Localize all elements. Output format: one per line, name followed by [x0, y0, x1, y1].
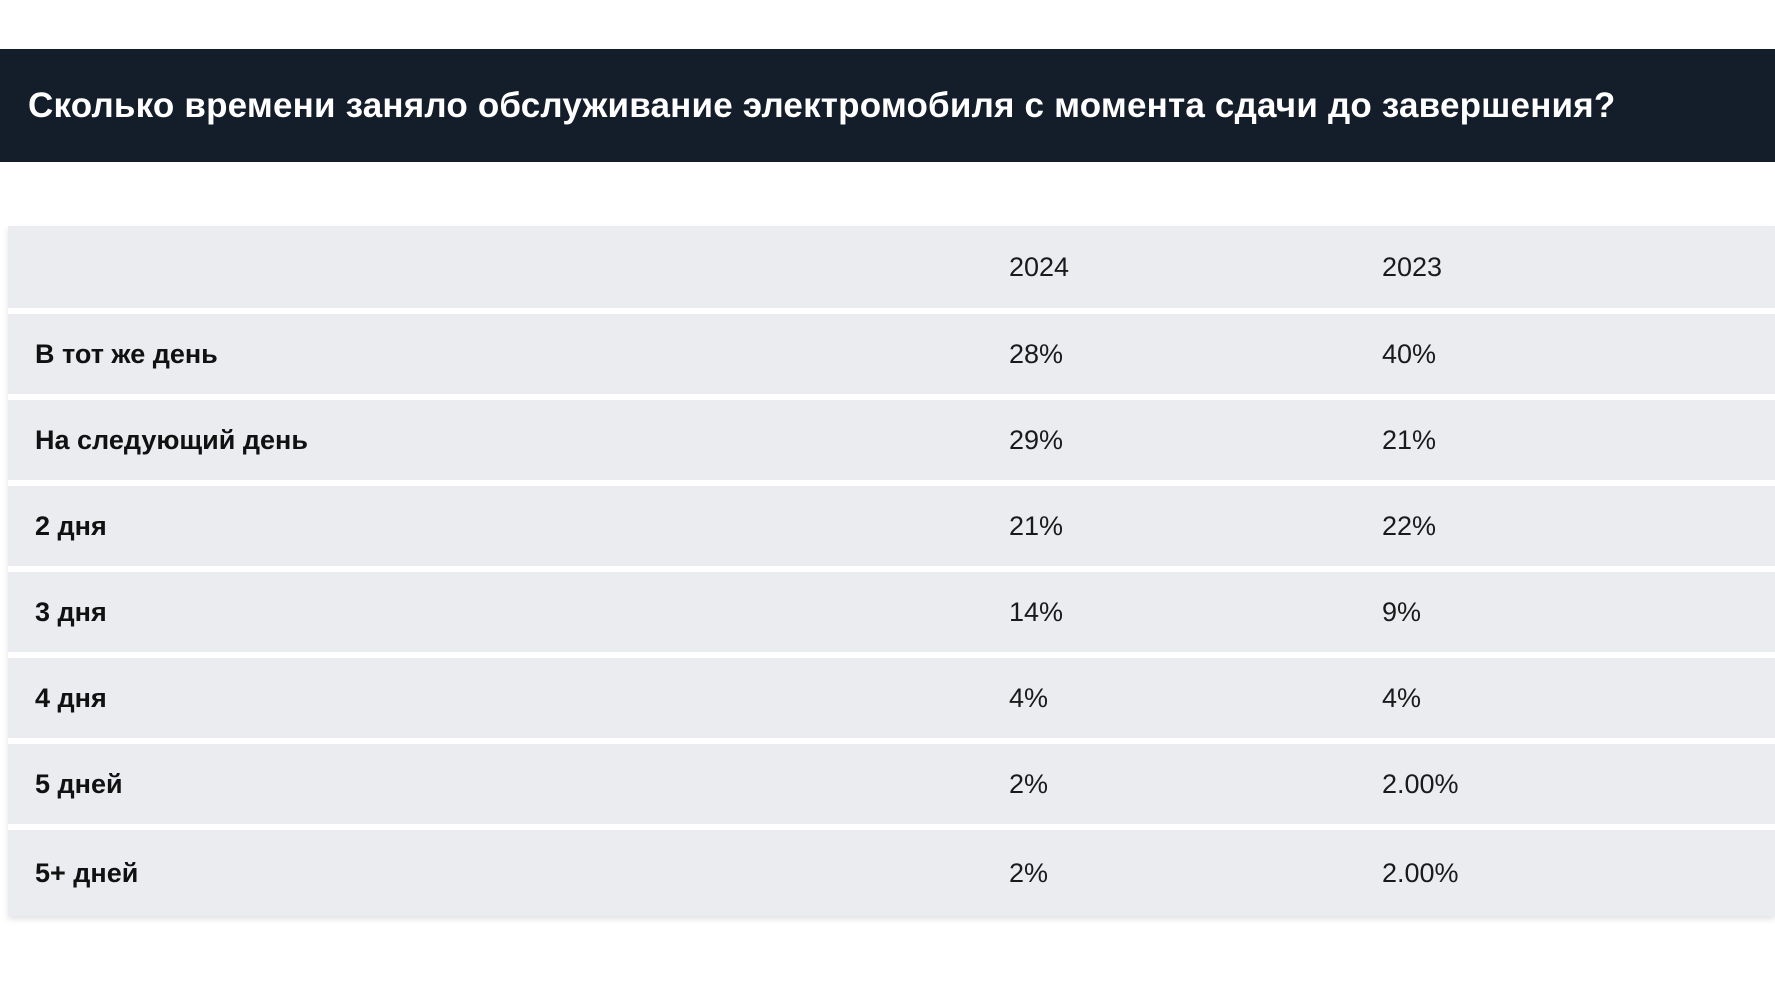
- value-2023: 4%: [1382, 658, 1775, 744]
- table-row: 3 дня 14% 9%: [8, 572, 1775, 658]
- page-title: Сколько времени заняло обслуживание элек…: [28, 85, 1616, 125]
- value-2023: 21%: [1382, 400, 1775, 486]
- table-row: 2 дня 21% 22%: [8, 486, 1775, 572]
- value-2024: 14%: [1009, 572, 1382, 658]
- value-2024: 29%: [1009, 400, 1382, 486]
- value-2023: 2.00%: [1382, 744, 1775, 830]
- header-2023: 2023: [1382, 226, 1775, 314]
- value-2024: 21%: [1009, 486, 1382, 572]
- row-label: На следующий день: [8, 400, 1009, 486]
- row-label: 5+ дней: [8, 830, 1009, 916]
- header-empty-cell: [8, 226, 1009, 314]
- value-2024: 4%: [1009, 658, 1382, 744]
- table-row: На следующий день 29% 21%: [8, 400, 1775, 486]
- value-2023: 9%: [1382, 572, 1775, 658]
- table-row: В тот же день 28% 40%: [8, 314, 1775, 400]
- value-2023: 22%: [1382, 486, 1775, 572]
- row-label: В тот же день: [8, 314, 1009, 400]
- table-row: 5 дней 2% 2.00%: [8, 744, 1775, 830]
- data-table-container: 2024 2023 В тот же день 28% 40% На следу…: [8, 226, 1775, 916]
- value-2024: 2%: [1009, 830, 1382, 916]
- value-2023: 40%: [1382, 314, 1775, 400]
- row-label: 2 дня: [8, 486, 1009, 572]
- header-2024: 2024: [1009, 226, 1382, 314]
- table-header-row: 2024 2023: [8, 226, 1775, 314]
- data-table: 2024 2023 В тот же день 28% 40% На следу…: [8, 226, 1775, 916]
- value-2024: 28%: [1009, 314, 1382, 400]
- table-row: 4 дня 4% 4%: [8, 658, 1775, 744]
- title-banner: Сколько времени заняло обслуживание элек…: [0, 49, 1775, 162]
- row-label: 5 дней: [8, 744, 1009, 830]
- table-row: 5+ дней 2% 2.00%: [8, 830, 1775, 916]
- value-2024: 2%: [1009, 744, 1382, 830]
- row-label: 3 дня: [8, 572, 1009, 658]
- value-2023: 2.00%: [1382, 830, 1775, 916]
- row-label: 4 дня: [8, 658, 1009, 744]
